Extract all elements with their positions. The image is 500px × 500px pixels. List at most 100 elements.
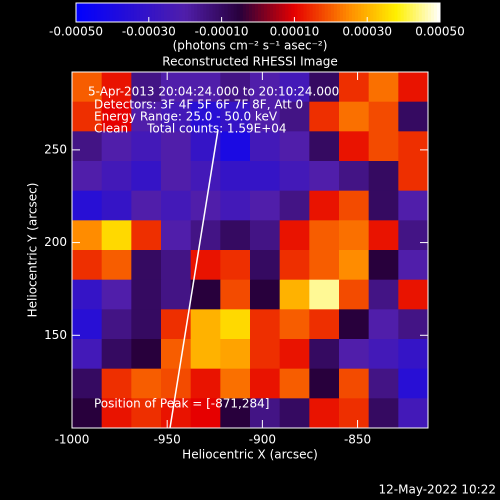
colorbar-swatch [163,3,168,22]
cell [101,101,132,132]
cell [398,131,429,162]
colorbar-swatch [336,3,341,22]
cell [220,190,251,221]
colorbar-swatch [173,3,177,22]
cell [72,161,103,192]
colorbar-swatch [261,3,265,22]
cell [309,398,340,429]
colorbar-swatch [397,3,402,22]
cell [131,72,162,103]
cell [131,309,162,340]
cell [72,309,103,340]
annotation: 5-Apr-2013 20:04:24.000 to 20:10:24.000 [88,85,339,99]
cell [220,279,251,310]
cell [101,398,132,429]
colorbar-swatch [248,3,253,22]
colorbar-swatch [391,3,395,22]
colorbar-swatch [388,3,392,22]
cell [101,220,132,251]
cell [309,309,340,340]
cell [220,398,251,429]
colorbar-swatch [279,3,283,22]
colorbar-swatch [157,3,162,22]
cell [398,339,429,370]
colorbar-swatch [188,3,192,22]
cell [368,368,399,399]
colorbar-swatch [100,3,104,22]
cell [101,309,132,340]
cell [279,161,310,192]
colorbar-swatch [221,3,226,22]
y-axis-label: Heliocentric Y (arcsec) [26,183,40,318]
y-tick-label: 200 [44,235,67,249]
colorbar-swatch [79,3,83,22]
cell [339,72,370,103]
colorbar-swatch [288,3,292,22]
cell [339,339,370,370]
colorbar-swatch [349,3,353,22]
colorbar-swatch [303,3,308,22]
colorbar-swatch [254,3,259,22]
colorbar-swatch [373,3,377,22]
colorbar-tick-label: -0.00010 [195,25,249,39]
cell [398,279,429,310]
colorbar-swatch [409,3,414,22]
cell [368,279,399,310]
cell [339,220,370,251]
x-tick-label: -900 [249,433,276,447]
cell [220,161,251,192]
colorbar-swatch [361,3,365,22]
plot-frame [71,71,429,429]
cell [161,161,192,192]
cell [250,339,281,370]
colorbar-swatch [309,3,314,22]
colorbar-swatch [139,3,144,22]
cell [368,190,399,221]
colorbar-swatch [106,3,110,22]
cell [368,339,399,370]
colorbar-swatch [382,3,386,22]
colorbar-swatch [212,3,217,22]
cell [339,250,370,281]
colorbar-swatch [94,3,98,22]
colorbar-swatch [433,3,438,22]
cell [250,250,281,281]
cell [101,250,132,281]
cell [309,339,340,370]
cell [161,101,192,132]
colorbar-swatch [97,3,101,22]
cell [309,250,340,281]
colorbar-swatch [291,3,295,22]
colorbar-swatch [427,3,432,22]
cell [279,72,310,103]
cell [190,368,221,399]
cell [161,190,192,221]
cell [190,398,221,429]
colorbar-swatch [330,3,335,22]
colorbar-swatch [315,3,320,22]
colorbar-swatch [364,3,368,22]
cell [220,101,251,132]
cell [190,339,221,370]
cell [279,309,310,340]
colorbar-swatch [239,3,244,22]
colorbar-swatch [267,3,271,22]
cell [161,72,192,103]
cell [309,72,340,103]
colorbar-tick-label: 0.00030 [342,25,392,39]
annotation: Energy Range: 25.0 - 50.0 keV [94,110,278,124]
cell [279,190,310,221]
colorbar-swatch [376,3,380,22]
colorbar-frame [75,2,441,23]
colorbar-swatch [206,3,210,22]
colorbar-swatch [403,3,408,22]
cell [72,368,103,399]
cell [339,398,370,429]
colorbar-swatch [285,3,289,22]
cell [72,190,103,221]
colorbar-swatch [339,3,344,22]
colorbar-swatch [430,3,435,22]
colorbar-swatch [297,3,301,22]
cell [190,220,221,251]
